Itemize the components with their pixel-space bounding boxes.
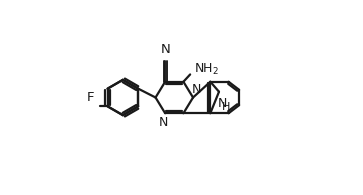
- Text: N: N: [160, 43, 170, 56]
- Text: N: N: [159, 116, 168, 129]
- Text: H: H: [222, 102, 231, 112]
- Text: NH$_2$: NH$_2$: [194, 62, 219, 77]
- Text: N: N: [218, 97, 227, 110]
- Text: N: N: [192, 82, 201, 96]
- Text: F: F: [87, 91, 95, 104]
